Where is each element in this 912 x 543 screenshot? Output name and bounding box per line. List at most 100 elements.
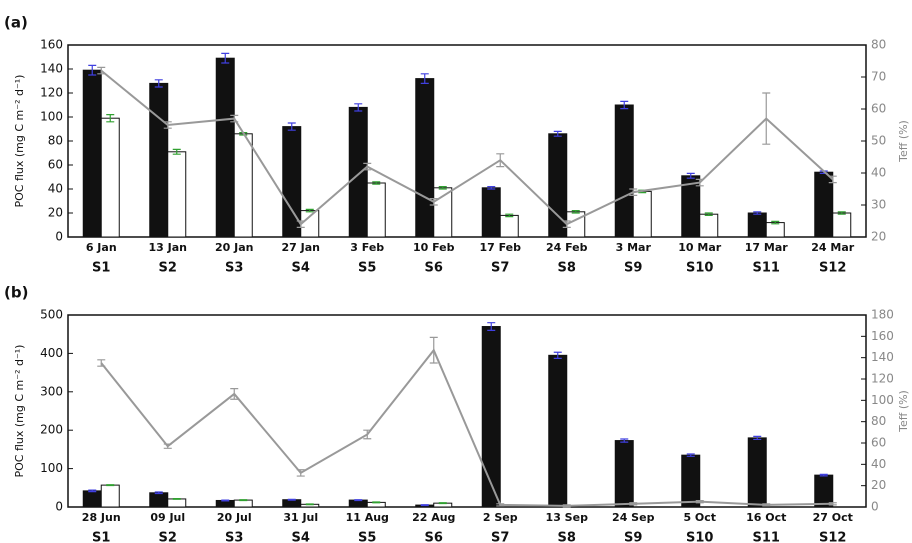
bar (699, 213, 719, 238)
y-tick-label: 100 (40, 461, 63, 475)
station-label: S2 (159, 531, 177, 543)
y2-tick-label: 80 (871, 38, 886, 52)
y2-tick-label: 30 (871, 198, 886, 212)
error-bar (553, 351, 562, 359)
bar (747, 212, 767, 238)
x-tick-label: 13 Sep (546, 511, 589, 524)
y-tick-label: 120 (40, 86, 63, 100)
bar (348, 499, 368, 508)
error-bar (420, 73, 429, 84)
x-tick-label: 2 Sep (483, 511, 518, 524)
bar (499, 214, 519, 238)
y2-tick-label: 70 (871, 70, 886, 84)
error-bar (287, 498, 296, 501)
error-bar (163, 443, 172, 449)
bar (100, 484, 120, 508)
x-tick-label: 27 Oct (813, 511, 853, 524)
bar (149, 492, 169, 508)
error-bar (296, 220, 305, 228)
station-label: S9 (624, 531, 642, 543)
station-label: S6 (425, 531, 443, 543)
bar (765, 222, 785, 238)
x-tick-label: 09 Jul (150, 511, 185, 524)
error-bar (88, 489, 97, 493)
x-tick-label: 22 Aug (412, 511, 455, 524)
x-tick-label: 17 Mar (745, 241, 789, 254)
line (100, 69, 834, 226)
x-tick-label: 3 Mar (616, 241, 652, 254)
y2-tick-label: 0 (871, 500, 879, 514)
error-bar (496, 153, 505, 168)
error-bar (230, 388, 239, 400)
error-bar (496, 503, 505, 507)
y2-tick-label: 160 (871, 329, 894, 343)
y-tick-label: 400 (40, 346, 63, 360)
x-tick-label: 3 Feb (350, 241, 384, 254)
x-tick-label: 6 Jan (86, 241, 117, 254)
y2-tick-label: 50 (871, 134, 886, 148)
x-tick-label: 28 Jun (82, 511, 121, 524)
error-bar (354, 499, 363, 502)
error-bar (363, 162, 372, 171)
error-bar (363, 429, 372, 440)
bar (814, 171, 834, 238)
bar (100, 117, 120, 238)
error-bar (296, 469, 305, 477)
error-bar (354, 103, 363, 112)
y-tick-label: 160 (40, 38, 63, 52)
bar (566, 211, 586, 238)
error-bar (88, 64, 97, 76)
station-label: S7 (491, 261, 509, 276)
x-tick-label: 11 Aug (346, 511, 389, 524)
error-bar (620, 438, 629, 443)
error-bar (505, 213, 514, 218)
station-label: S1 (92, 531, 110, 543)
y-tick-label: 0 (55, 500, 63, 514)
y2-tick-label: 120 (871, 372, 894, 386)
y-axis-label: POC flux (mg C m⁻² d⁻¹) (13, 75, 26, 208)
error-bar (771, 220, 780, 225)
error-bar (230, 114, 239, 123)
y2-tick-label: 60 (871, 436, 886, 450)
bar (149, 82, 169, 238)
error-bar (695, 500, 704, 504)
error-bar (438, 186, 447, 190)
y2-tick-label: 60 (871, 102, 886, 116)
y2-tick-label: 140 (871, 350, 894, 364)
y2-tick-label: 100 (871, 393, 894, 407)
y-tick-label: 40 (48, 182, 63, 196)
station-label: S12 (819, 531, 846, 543)
bar (614, 440, 634, 508)
bar (415, 78, 435, 238)
panel-label: (b) (4, 284, 28, 302)
bar (233, 499, 253, 508)
bar (300, 210, 320, 238)
error-bar (221, 499, 230, 502)
y-tick-label: 500 (40, 308, 63, 322)
station-label: S5 (358, 261, 376, 276)
x-tick-label: 5 Oct (683, 511, 716, 524)
station-label: S1 (92, 261, 110, 276)
error-bar (154, 79, 163, 88)
station-label: S2 (159, 261, 177, 276)
error-bar (221, 52, 230, 64)
error-bar (438, 502, 447, 505)
bar (747, 437, 767, 508)
error-bar (695, 178, 704, 187)
y2-tick-label: 20 (871, 478, 886, 492)
bar (282, 499, 302, 508)
y-tick-label: 0 (55, 230, 63, 244)
station-label: S3 (225, 261, 243, 276)
error-bar (487, 186, 496, 190)
x-tick-label: 31 Jul (283, 511, 318, 524)
station-label: S12 (819, 261, 846, 276)
plot-frame (67, 314, 867, 508)
error-bar (686, 172, 695, 179)
x-tick-label: 13 Jan (149, 241, 187, 254)
error-bar (372, 501, 381, 504)
y-tick-label: 200 (40, 423, 63, 437)
y2-tick-label: 40 (871, 166, 886, 180)
y-tick-label: 60 (48, 158, 63, 172)
error-bar (305, 208, 314, 213)
